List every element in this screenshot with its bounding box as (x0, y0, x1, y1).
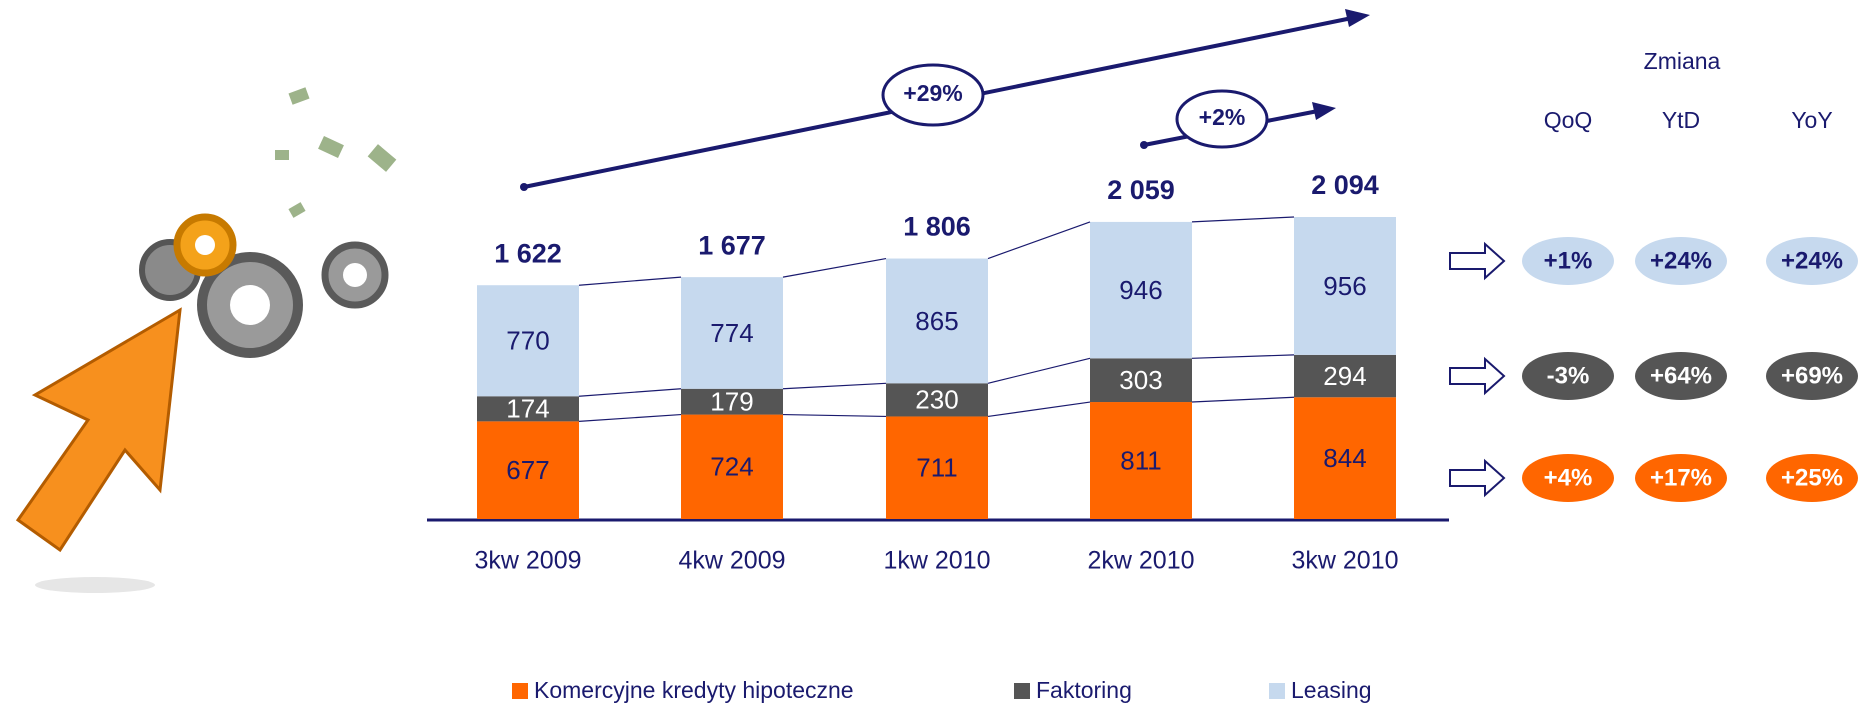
table-title: Zmiana (1644, 48, 1721, 74)
column-header: YtD (1662, 107, 1700, 133)
x-tick-label: 2kw 2010 (1087, 547, 1194, 575)
connector (783, 415, 886, 417)
legend-label: Leasing (1291, 677, 1372, 703)
connector (579, 415, 681, 422)
change-value: +1% (1544, 247, 1593, 274)
arrow-head (1345, 9, 1370, 27)
value-label: 230 (915, 385, 958, 415)
value-label: 844 (1323, 443, 1366, 473)
value-label: 179 (710, 387, 753, 417)
connector (579, 389, 681, 396)
value-label: 865 (915, 306, 958, 336)
legend-swatch (512, 683, 528, 699)
value-label: 770 (506, 326, 549, 356)
value-label: 303 (1119, 365, 1162, 395)
arrow-head (1312, 102, 1336, 120)
change-value: +69% (1781, 362, 1843, 389)
chart: +29% +2% Zmiana 677 174 770 1 622 3kw 2009 72… (0, 0, 1860, 707)
connector (988, 222, 1090, 259)
x-tick-label: 3kw 2009 (474, 547, 581, 575)
value-label: 774 (710, 318, 753, 348)
x-tick-label: 4kw 2009 (678, 547, 785, 575)
column-header: YoY (1791, 107, 1832, 133)
change-value: +24% (1781, 247, 1843, 274)
value-label: 677 (506, 455, 549, 485)
legend-swatch (1269, 683, 1285, 699)
legend-label: Komercyjne kredyty hipoteczne (534, 677, 854, 703)
connector (579, 277, 681, 285)
total-label: 1 622 (494, 238, 562, 268)
total-label: 2 059 (1107, 175, 1175, 205)
row-arrow (1450, 359, 1504, 393)
connector (988, 402, 1090, 416)
x-tick-label: 1kw 2010 (883, 547, 990, 575)
change-value: +25% (1781, 464, 1843, 491)
annotation: +29% (903, 80, 962, 106)
clip-art (18, 87, 396, 593)
column-header: QoQ (1544, 107, 1593, 133)
growth-arrows: +29% +2% (520, 9, 1370, 191)
value-label: 956 (1323, 271, 1366, 301)
change-value: +17% (1650, 464, 1712, 491)
connector (783, 383, 886, 388)
total-label: 1 806 (903, 212, 971, 242)
legend-label: Faktoring (1036, 677, 1132, 703)
annotation: +2% (1199, 104, 1246, 130)
value-label: 294 (1323, 361, 1366, 391)
value-label: 724 (710, 452, 753, 482)
row-arrow (1450, 244, 1504, 278)
change-value: +24% (1650, 247, 1712, 274)
connector (1192, 217, 1294, 222)
legend-swatch (1014, 683, 1030, 699)
x-tick-label: 3kw 2010 (1291, 547, 1398, 575)
change-value: +4% (1544, 464, 1593, 491)
connector (783, 259, 886, 278)
total-label: 1 677 (698, 230, 766, 260)
connector (1192, 397, 1294, 402)
value-label: 174 (506, 394, 549, 424)
value-label: 711 (916, 453, 957, 483)
connector (1192, 355, 1294, 358)
value-label: 946 (1119, 275, 1162, 305)
change-value: -3% (1547, 362, 1590, 389)
value-label: 811 (1120, 445, 1161, 475)
connector (988, 358, 1090, 383)
row-arrow (1450, 461, 1504, 495)
change-value: +64% (1650, 362, 1712, 389)
total-label: 2 094 (1311, 170, 1379, 200)
